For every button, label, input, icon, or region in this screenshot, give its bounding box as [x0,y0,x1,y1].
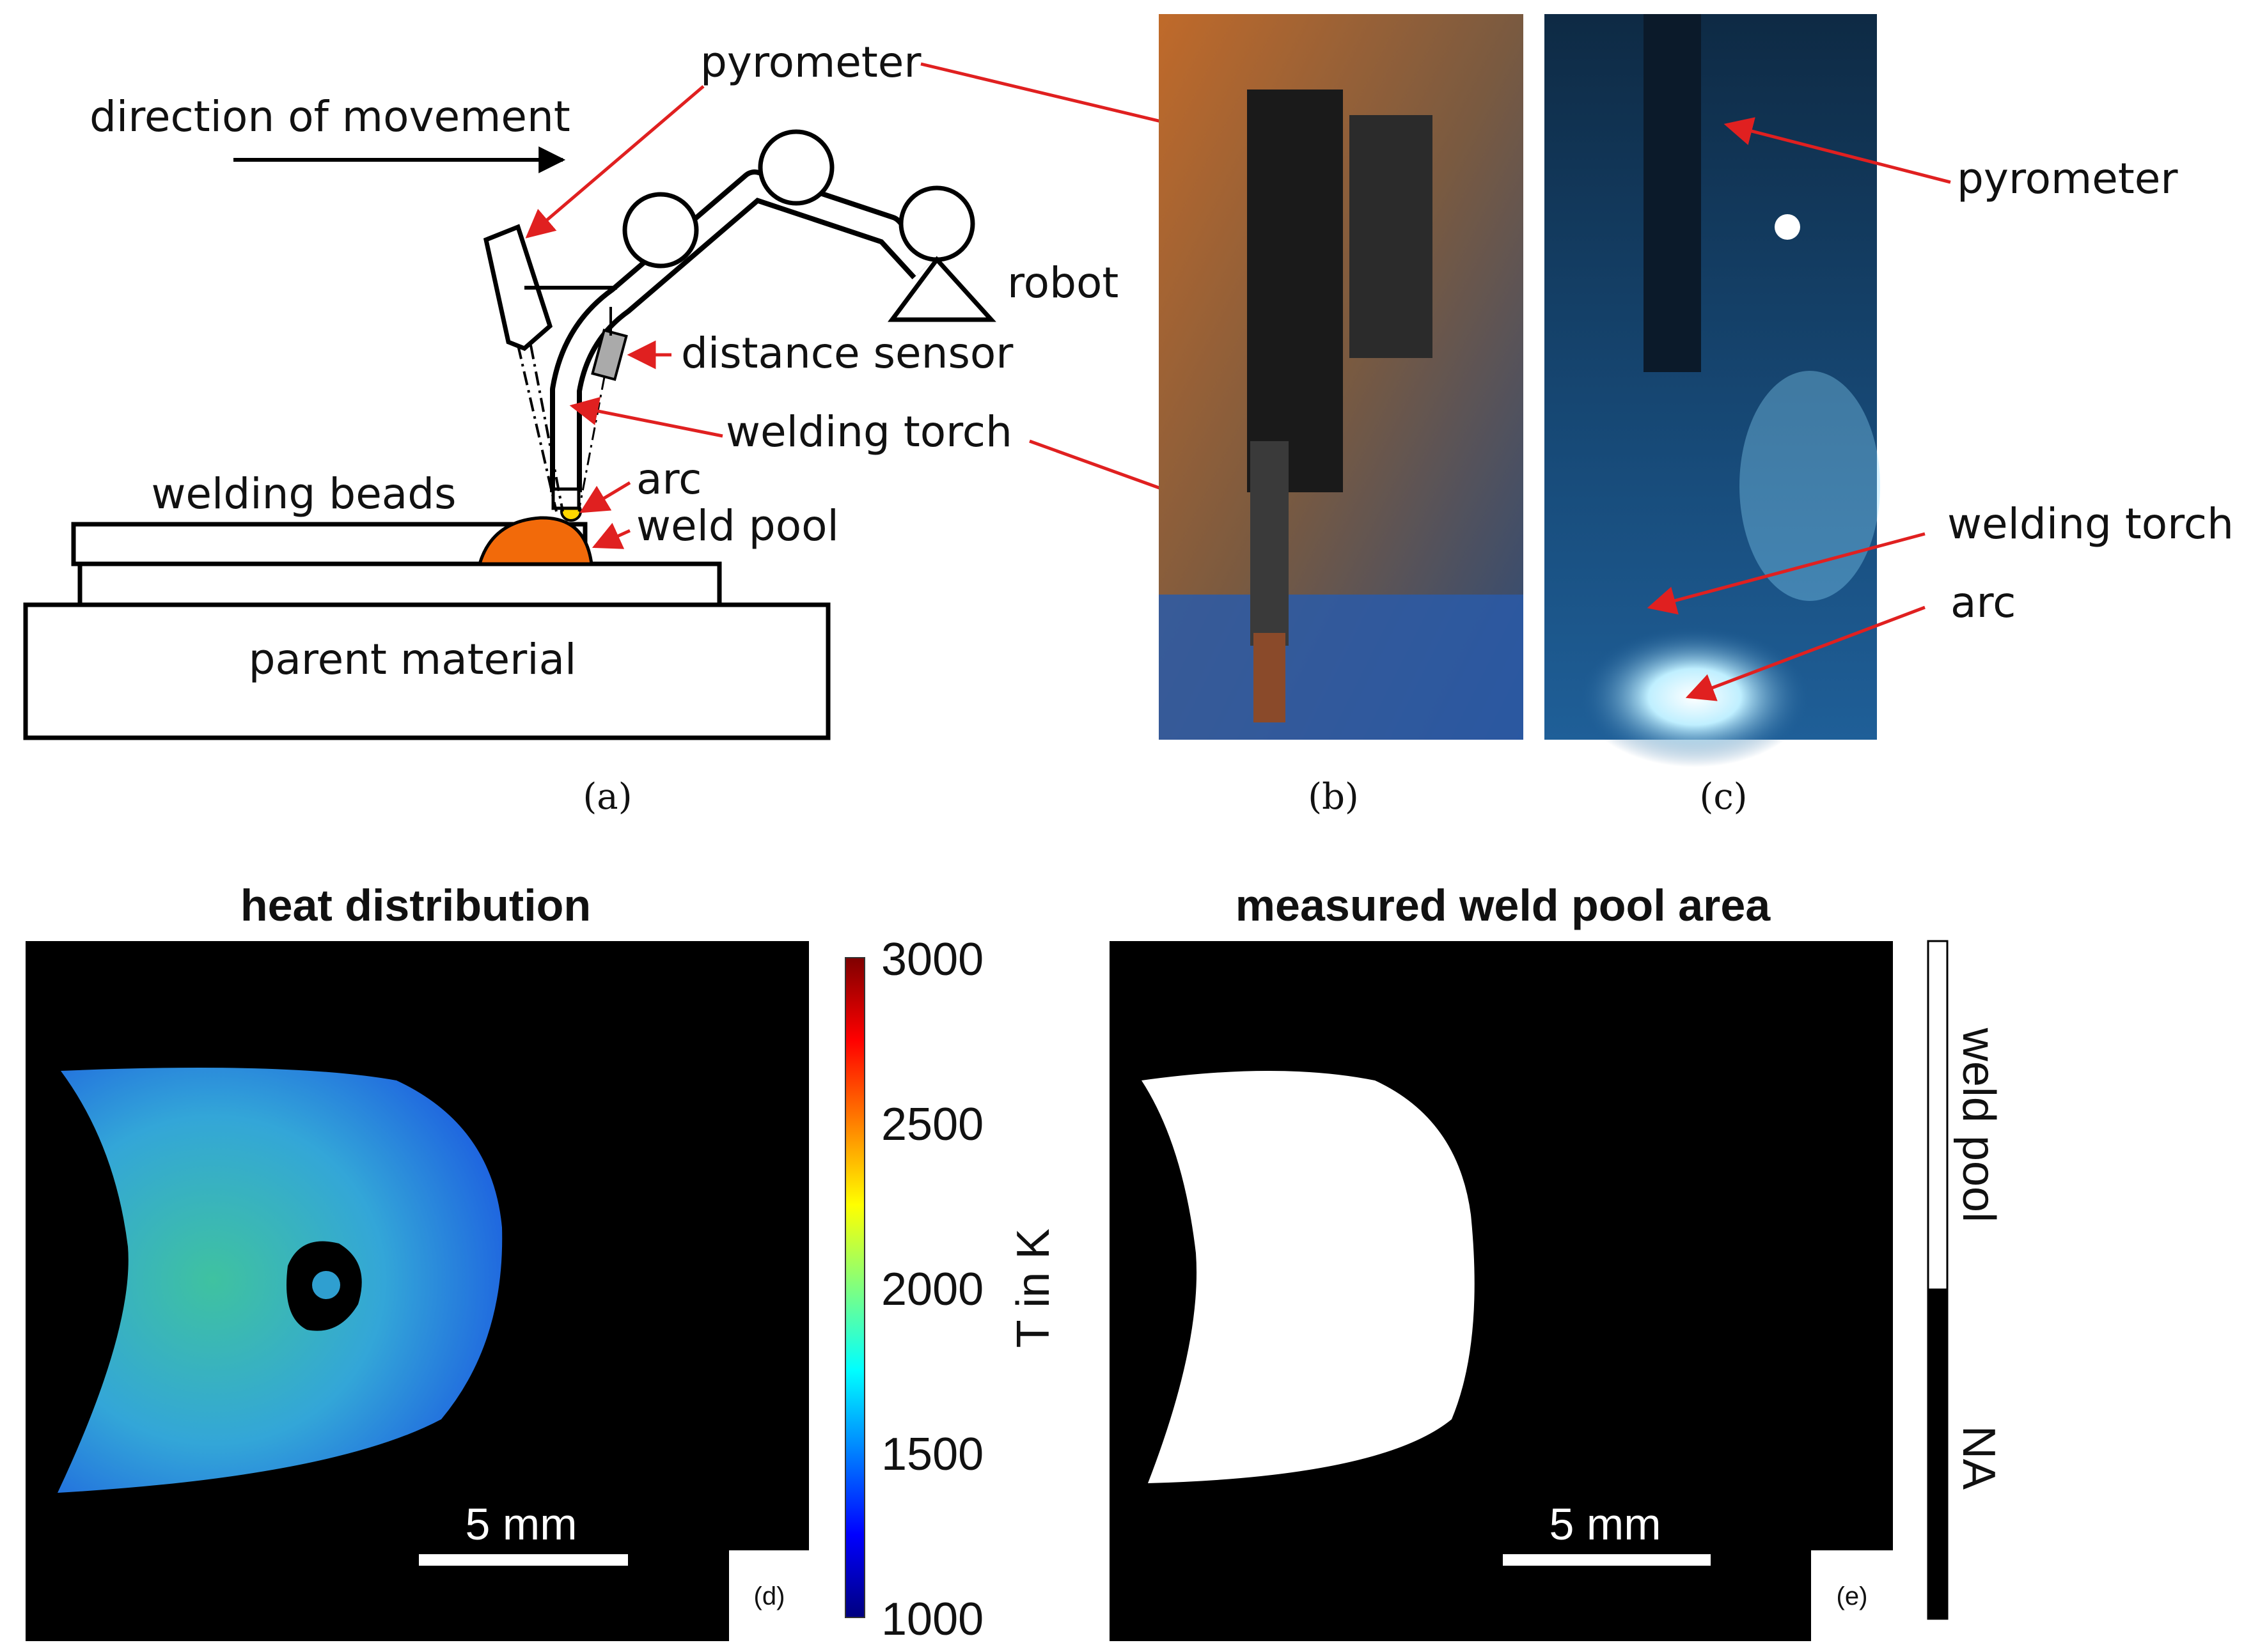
heat-distribution-title: heat distribution [240,880,591,930]
measured-weld-pool-title: measured weld pool area [1236,880,1771,930]
photo-b-torch-nozzle [1253,633,1285,722]
panel-c-photo: (c) [1544,14,1880,818]
torch-tip [551,487,581,510]
pyrometer-arrow-a [525,85,705,238]
sublabel-d-box [729,1550,809,1641]
heat-map-spot-center [312,1271,340,1299]
robot-label: robot [1007,258,1118,308]
photo-b-torch [1250,441,1289,646]
panel-a-schematic: parent material welding beads robot [23,38,1231,818]
welding-torch-arrow-a [569,396,723,438]
colorbar-tick-3000: 3000 [881,934,984,985]
robot-base [888,256,996,322]
scale-label-e: 5 mm [1550,1499,1661,1549]
panel-d-heat-map: heat distribution (d) 5 mm 3000 2500 200… [26,880,1059,1645]
legend-na-label: NA [1953,1426,2004,1490]
distance-sensor-label: distance sensor [681,329,1014,378]
scale-label-d: 5 mm [466,1499,577,1549]
arc-label-c: arc [1950,578,2016,627]
direction-of-movement-label: direction of movement [90,92,570,141]
photo-c-background [1544,14,1877,740]
sublabel-e-box [1811,1550,1893,1641]
colorbar-label: T in K [1008,1229,1059,1348]
weld-pool-label-a: weld pool [636,501,839,550]
weld-pool-shape [477,516,593,566]
photo-b-pyrometer-mount [1247,90,1343,492]
photo-c-smoke [1739,371,1880,601]
robot-arm [550,129,996,492]
photo-c-arc-glow [1580,627,1810,767]
colorbar-ticks: 3000 2500 2000 1500 1000 [881,934,984,1645]
pyrometer-arrow-c [1723,117,1951,184]
robot-joint-3 [898,185,975,262]
colorbar-tick-2000: 2000 [881,1264,984,1315]
arc-arrow-a [579,481,631,513]
arc-label-a: arc [636,455,702,504]
welding-beads-label: welding beads [151,469,456,518]
parent-material-block [23,602,831,740]
panel-e-binary-map: measured weld pool area (e) 5 mm weld po… [1110,880,2004,1641]
photo-b-floor [1159,595,1523,740]
robot-joint-1 [622,192,699,269]
pyrometer-label-c: pyrometer [1957,154,2178,203]
sublabel-d: (d) [754,1582,785,1610]
arc-arrow-c [1685,605,1926,701]
sublabel-e: (e) [1837,1582,1868,1610]
pyrometer-label-a: pyrometer [700,38,922,87]
legend-na-swatch [1927,1288,1949,1620]
heat-map-weld-pool [58,1068,503,1493]
robot-joint-2 [758,129,835,206]
caption-c: (c) [1699,776,1747,818]
legend-weld-pool-label: weld pool [1953,1027,2004,1222]
colorbar-tick-2500: 2500 [881,1099,984,1150]
parent-material-label: parent material [249,635,577,684]
photo-c-light [1775,214,1800,240]
photo-c-mount [1644,14,1701,372]
welding-bead-layer-lower [77,561,722,607]
welding-torch-label-c: welding torch [1947,499,2234,549]
caption-a: (a) [583,776,632,818]
welding-torch-label-a: welding torch [726,407,1012,456]
photo-b-sensor-mount [1349,115,1432,358]
legend-weld-pool-swatch [1927,940,1949,1291]
weld-pool-arrow-a [592,522,631,549]
caption-b: (b) [1308,776,1359,818]
colorbar-tick-1500: 1500 [881,1429,984,1480]
pyrometer-device [483,224,617,512]
colorbar-tick-1000: 1000 [881,1594,984,1645]
binary-map-weld-pool [1142,1071,1475,1483]
welding-torch-arrow-c [1647,532,1926,615]
colorbar [845,957,865,1618]
panel-b-photo: (b) [1159,14,1523,818]
